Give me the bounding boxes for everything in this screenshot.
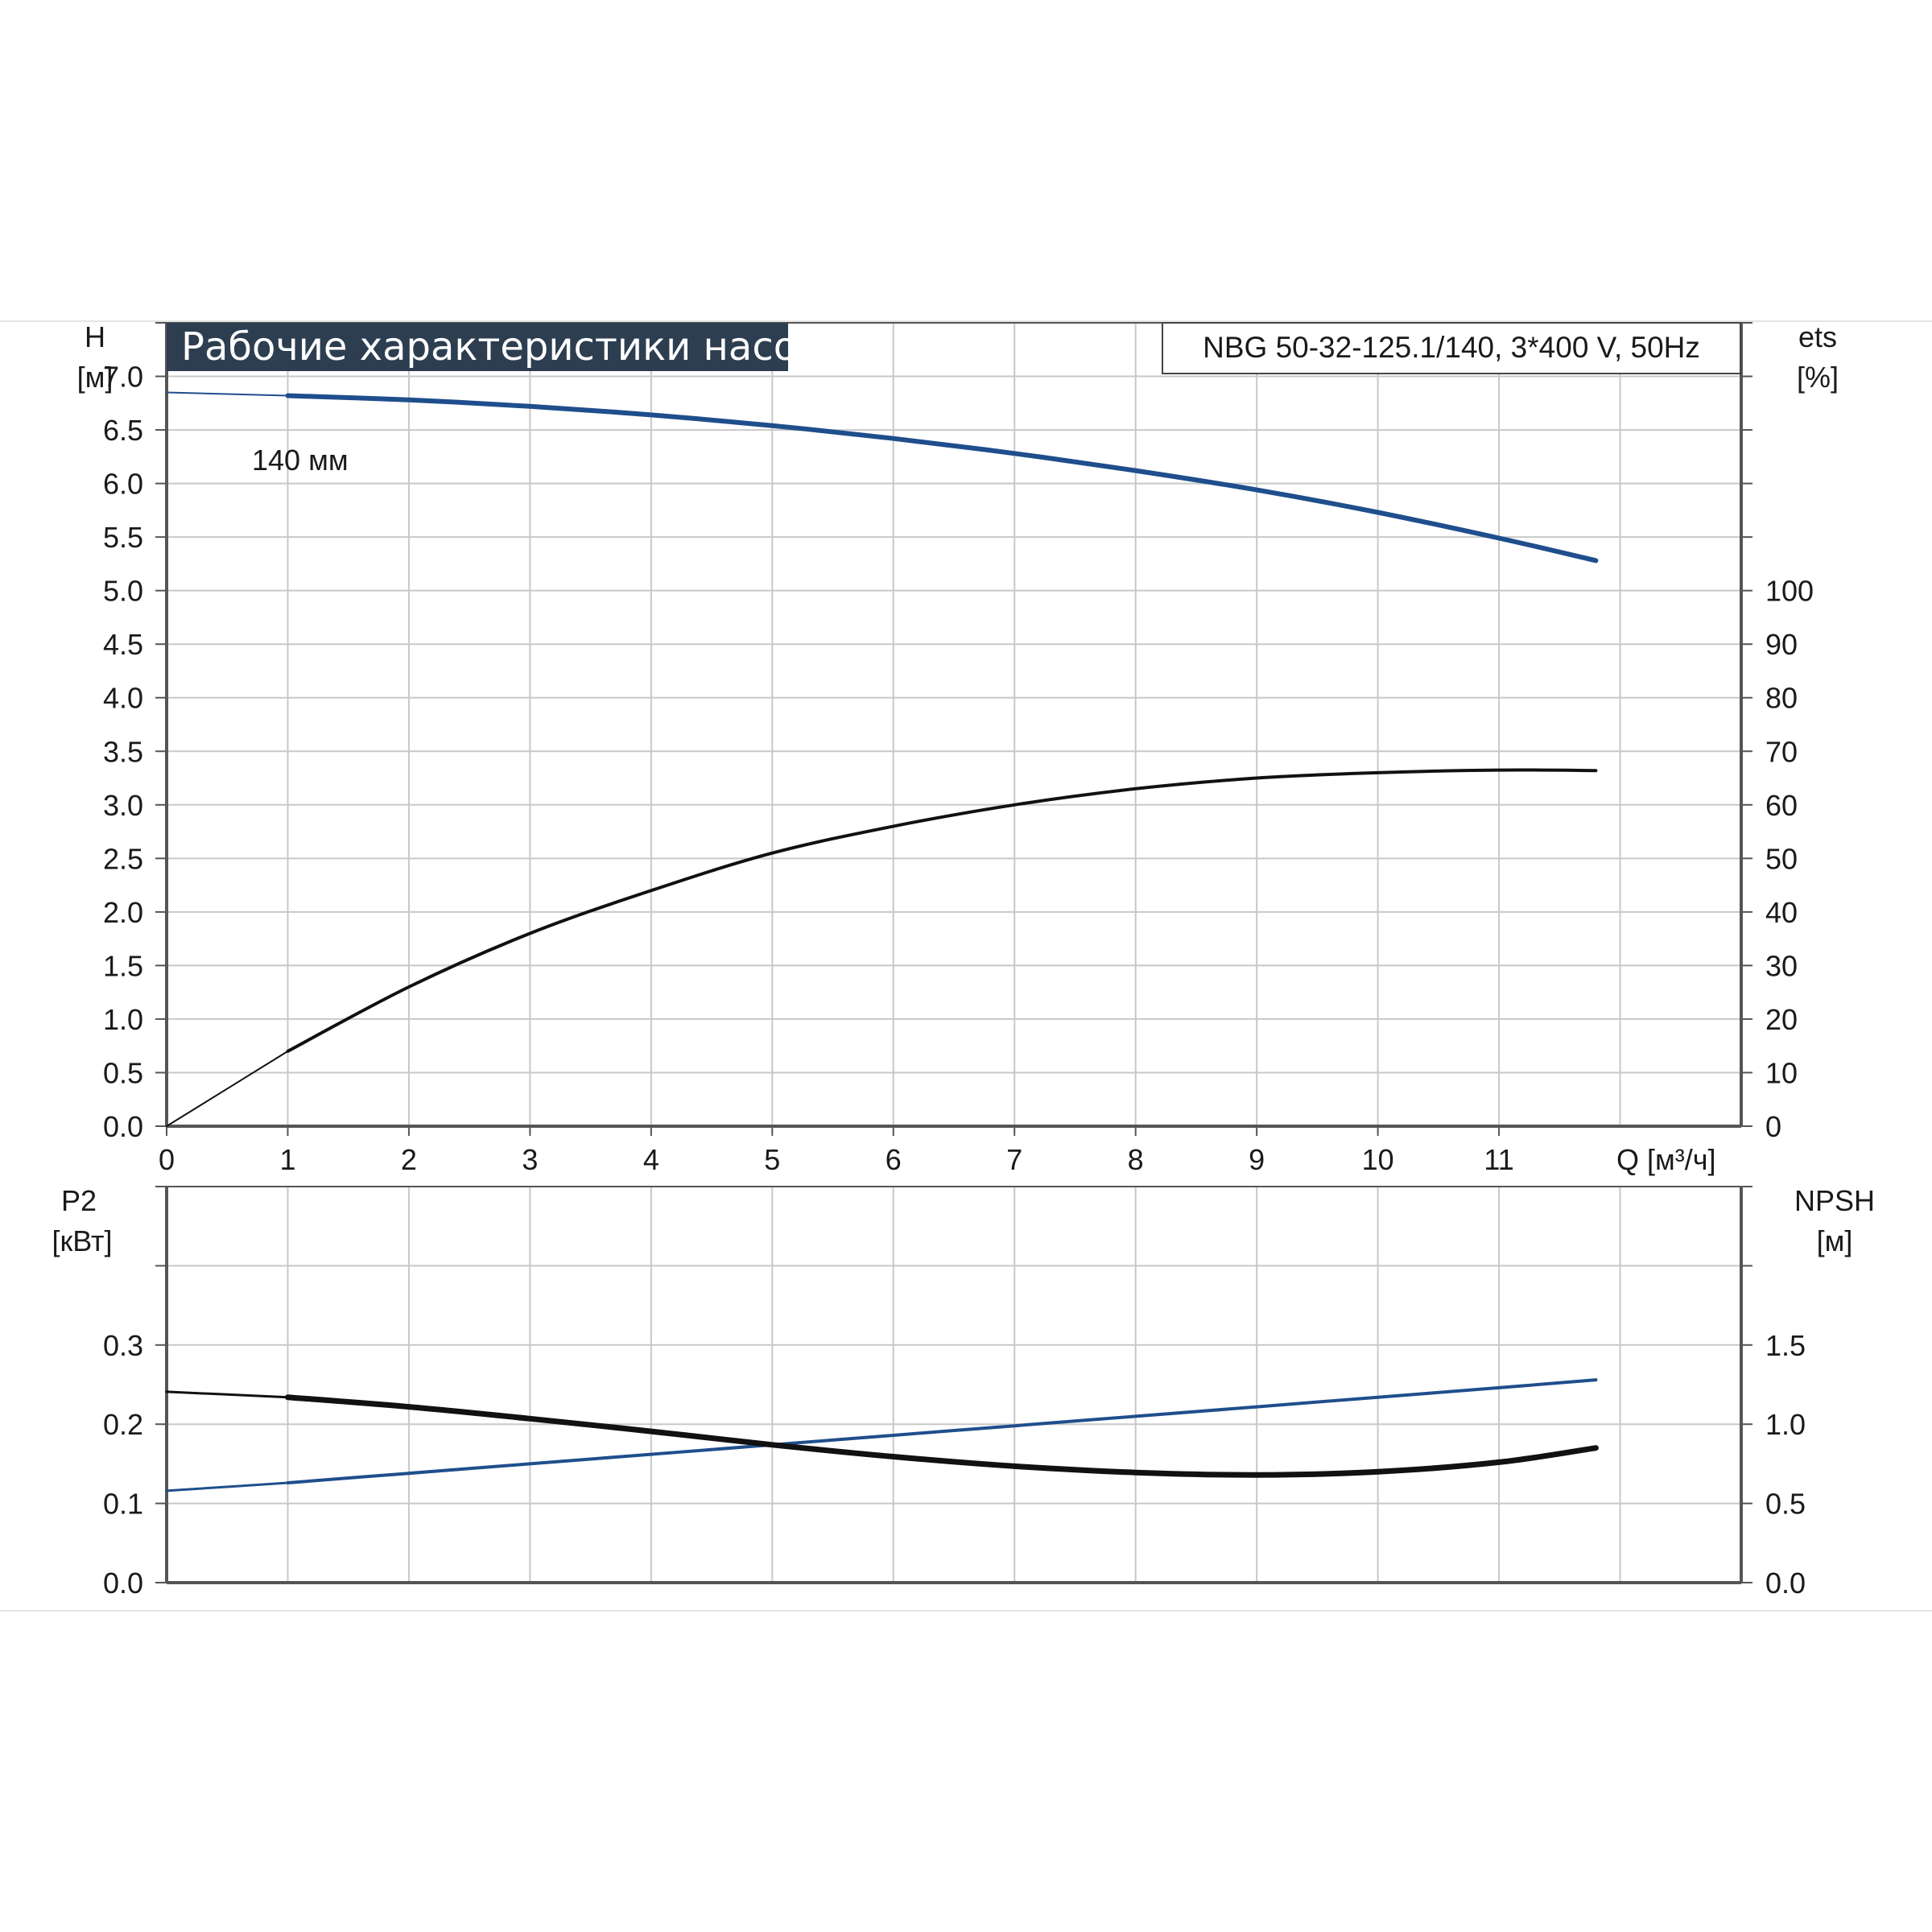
model-label: NBG 50-32-125.1/140, 3*400 V, 50Hz (1203, 331, 1700, 364)
title-box (167, 323, 788, 371)
bottom-right-tick-label: 1.0 (1765, 1408, 1806, 1441)
top-right-axis-label: ets (1798, 320, 1837, 353)
top-left-tick-label: 3.5 (103, 735, 143, 768)
top-right-axis-unit: [%] (1797, 361, 1839, 394)
top-right-tick-label: 40 (1765, 896, 1798, 929)
x-tick-label: 4 (643, 1143, 659, 1176)
model-box (1162, 322, 1741, 374)
top-right-tick-label: 80 (1765, 682, 1798, 715)
top-right-tick-label: 0 (1765, 1110, 1781, 1143)
top-left-tick-label: 0.5 (103, 1056, 143, 1089)
top-left-tick-label: 6.0 (103, 468, 143, 501)
top-left-tick-label: 4.5 (103, 628, 143, 661)
efficiency-curve-start (166, 1050, 289, 1127)
top-right-tick-label: 60 (1765, 789, 1798, 822)
top-left-tick-label: 1.0 (103, 1003, 143, 1036)
top-left-tick-label: 0.0 (103, 1110, 143, 1143)
bottom-right-axis-label: NPSH (1794, 1184, 1875, 1217)
x-tick-label: 10 (1362, 1143, 1394, 1176)
top-left-tick-label: 7.0 (103, 361, 143, 394)
bottom-grid: 0.0 0.1 0.2 0.3 0.0 0.5 1.0 1.5 (103, 1186, 1806, 1600)
npsh-curve (286, 1378, 1598, 1484)
top-left-tick-label: 2.0 (103, 896, 143, 929)
top-right-tick-label: 70 (1765, 735, 1798, 768)
x-tick-label: 3 (522, 1143, 538, 1176)
top-left-tick-label: 4.0 (103, 682, 143, 715)
top-left-tick-label: 2.5 (103, 842, 143, 875)
top-left-tick-label: 3.0 (103, 789, 143, 822)
head-curve (285, 393, 1599, 564)
bottom-curves (165, 1378, 1599, 1492)
top-left-tick-label: 6.5 (103, 414, 143, 447)
power-curve (285, 1394, 1599, 1478)
bottom-right-tick-label: 0.5 (1765, 1488, 1806, 1521)
x-axis-label: Q [м³/ч] (1616, 1143, 1716, 1176)
x-tick-label: 5 (764, 1143, 780, 1176)
bottom-left-axis-unit: [кВт] (52, 1224, 112, 1257)
bottom-left-tick-label: 0.3 (103, 1329, 143, 1362)
x-tick-label: 0 (159, 1143, 175, 1176)
x-tick-label: 9 (1249, 1143, 1265, 1176)
top-right-tick-label: 30 (1765, 949, 1798, 982)
top-curves (166, 391, 1599, 1127)
x-tick-label: 6 (886, 1143, 902, 1176)
top-grid: 0.0 0.5 1.0 1.5 2.0 2.5 3.0 3.5 4.0 4.5 5.0 5.5 6.0 6… (103, 322, 1814, 1176)
npsh-curve-start (165, 1481, 289, 1492)
top-left-tick-label: 5.0 (103, 575, 143, 608)
top-right-tick-label: 20 (1765, 1003, 1798, 1036)
top-left-tick-label: 1.5 (103, 949, 143, 982)
top-right-tick-label: 90 (1765, 628, 1798, 661)
bottom-left-tick-label: 0.2 (103, 1408, 143, 1441)
top-left-axis-label: H (85, 320, 105, 353)
top-left-axis-unit: [м] (77, 361, 114, 394)
bottom-left-axis-label: P2 (61, 1184, 97, 1217)
head-curve-label: 140 мм (252, 444, 349, 477)
efficiency-curve (286, 768, 1598, 1053)
bottom-right-tick-label: 0.0 (1765, 1567, 1806, 1600)
bottom-right-tick-label: 1.5 (1765, 1329, 1806, 1362)
chart-title: Рабочие характеристики насоса (181, 324, 842, 369)
x-tick-label: 2 (401, 1143, 417, 1176)
top-left-tick-label: 5.5 (103, 521, 143, 554)
power-curve-start (165, 1390, 289, 1399)
head-curve-start (166, 391, 289, 397)
x-tick-label: 1 (279, 1143, 295, 1176)
top-right-tick-label: 100 (1765, 575, 1814, 608)
top-right-tick-label: 50 (1765, 842, 1798, 875)
top-right-tick-label: 10 (1765, 1056, 1798, 1089)
x-tick-label: 8 (1128, 1143, 1144, 1176)
x-tick-label: 11 (1484, 1143, 1513, 1176)
bottom-right-axis-unit: [м] (1817, 1224, 1853, 1257)
bottom-left-tick-label: 0.1 (103, 1488, 143, 1521)
bottom-left-tick-label: 0.0 (103, 1567, 143, 1600)
x-tick-label: 7 (1006, 1143, 1022, 1176)
